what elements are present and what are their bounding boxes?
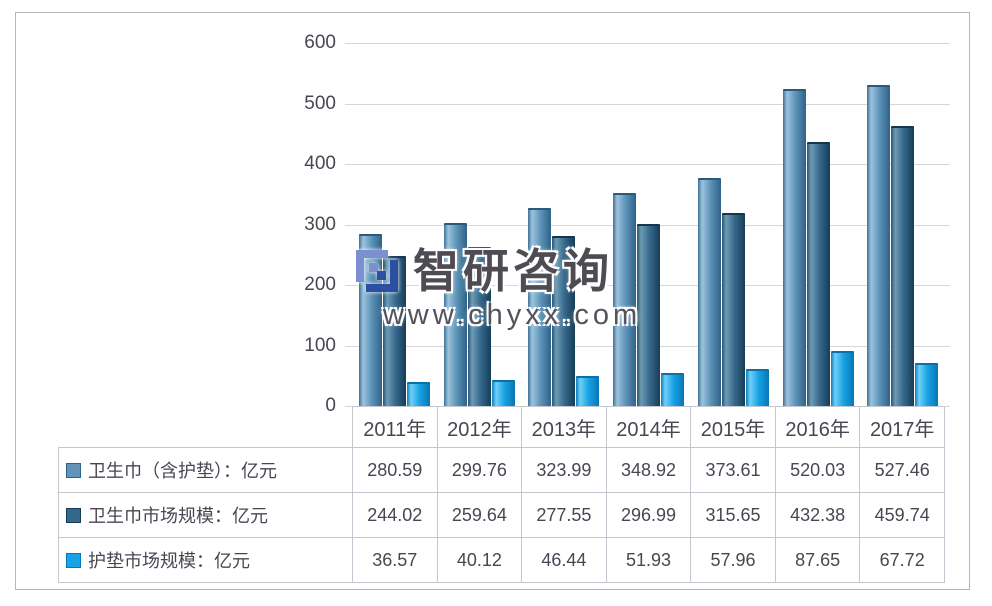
bar-series-1 (783, 89, 806, 406)
bar-series-1 (698, 178, 721, 406)
plot-area (345, 43, 950, 407)
year-header-cell: 2013年 (521, 406, 607, 448)
table-header-row: 2011年 2012年 2013年 2014年 2015年 2016年 2017年 (59, 406, 945, 448)
bar-series-1 (528, 208, 551, 406)
bar-series-3 (661, 373, 684, 406)
value-cell: 87.65 (774, 537, 861, 583)
y-axis-tick-label: 100 (304, 335, 336, 356)
bar-series-3 (576, 376, 599, 406)
value-cell: 277.55 (521, 492, 607, 538)
value-cell: 373.61 (690, 447, 776, 493)
value-cell: 348.92 (605, 447, 692, 493)
value-cell: 244.02 (352, 492, 438, 538)
series-row: 护垫市场规模：亿元 36.57 40.12 46.44 51.93 57.96 87.65 6… (58, 537, 945, 583)
bar-series-3 (492, 380, 515, 406)
value-cell: 40.12 (436, 537, 523, 583)
value-cell: 299.76 (436, 447, 523, 493)
bar-group (606, 43, 691, 406)
value-cell: 323.99 (521, 447, 607, 493)
bar-series-2 (383, 256, 406, 406)
y-axis: 0 100 200 300 400 500 600 (230, 33, 336, 416)
y-axis-tick-label: 500 (304, 93, 336, 114)
bar-series-2 (468, 247, 491, 406)
data-table: 2011年 2012年 2013年 2014年 2015年 2016年 2017年 卫生巾（含… (58, 406, 945, 583)
bar-series-2 (807, 142, 830, 406)
value-cell: 67.72 (859, 537, 945, 583)
year-header-cell: 2014年 (605, 406, 692, 448)
series-label-text: 卫生巾（含护垫）：亿元 (88, 461, 277, 481)
y-axis-tick-label: 0 (325, 395, 336, 416)
value-cell: 459.74 (859, 492, 945, 538)
gridline (345, 104, 950, 105)
legend-marker (66, 553, 81, 568)
value-cell: 315.65 (690, 492, 776, 538)
bar-series-1 (444, 223, 467, 406)
y-axis-tick-label: 400 (304, 153, 336, 174)
series-row: 卫生巾（含护垫）：亿元 280.59 299.76 323.99 348.92 373.6… (58, 447, 945, 493)
bar-series-2 (637, 224, 660, 406)
series-row: 卫生巾市场规模：亿元 244.02 259.64 277.55 296.99 315.65… (58, 492, 945, 538)
bar-group (776, 43, 861, 406)
table-header-spacer (59, 407, 353, 448)
bar-series-3 (831, 351, 854, 406)
bar-group (521, 43, 606, 406)
bar-group (691, 43, 776, 406)
bar-group (352, 43, 437, 406)
legend-marker (66, 508, 81, 523)
value-cell: 296.99 (605, 492, 692, 538)
value-cell: 280.59 (352, 447, 438, 493)
bar-series-3 (915, 363, 938, 406)
bar-series-1 (359, 234, 382, 406)
year-header-cell: 2012年 (436, 406, 523, 448)
value-cell: 46.44 (521, 537, 607, 583)
bar-group (860, 43, 945, 406)
value-cell: 51.93 (605, 537, 692, 583)
series-label-cell: 卫生巾（含护垫）：亿元 (58, 447, 353, 493)
bar-series-2 (552, 236, 575, 406)
gridline (345, 164, 950, 165)
bar-group (437, 43, 522, 406)
year-header-cell: 2017年 (859, 406, 945, 448)
value-cell: 259.64 (436, 492, 523, 538)
year-header-cell: 2016年 (774, 406, 861, 448)
bar-series-2 (722, 213, 745, 406)
bar-series-2 (891, 126, 914, 406)
series-label-cell: 卫生巾市场规模：亿元 (58, 492, 353, 538)
legend-marker (66, 463, 81, 478)
value-cell: 520.03 (774, 447, 861, 493)
year-header-cell: 2015年 (690, 406, 776, 448)
year-header-cell: 2011年 (352, 406, 438, 448)
bar-series-1 (613, 193, 636, 406)
series-label-text: 护垫市场规模：亿元 (88, 551, 250, 571)
gridline (345, 43, 950, 44)
series-label-text: 卫生巾市场规模：亿元 (88, 506, 268, 526)
bar-series-3 (407, 382, 430, 406)
y-axis-tick-label: 200 (304, 274, 336, 295)
y-axis-tick-label: 300 (304, 214, 336, 235)
value-cell: 527.46 (859, 447, 945, 493)
series-label-cell: 护垫市场规模：亿元 (58, 537, 353, 583)
value-cell: 432.38 (774, 492, 861, 538)
y-axis-tick-label: 600 (304, 32, 336, 53)
bar-series-3 (746, 369, 769, 406)
bar-series-1 (867, 85, 890, 406)
value-cell: 36.57 (352, 537, 438, 583)
value-cell: 57.96 (690, 537, 776, 583)
